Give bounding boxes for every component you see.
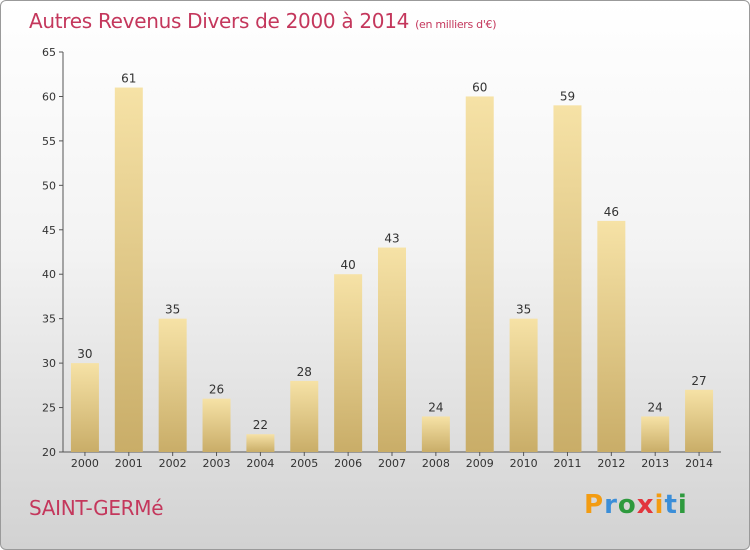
y-tick-label: 50 — [42, 179, 56, 192]
bar — [246, 434, 275, 452]
x-tick-label: 2002 — [159, 457, 187, 470]
bar — [378, 247, 406, 452]
y-tick-label: 65 — [42, 46, 56, 59]
data-labels: 30 61 35 26 22 28 40 43 24 60 35 59 46 24 27 — [77, 72, 706, 433]
bar — [114, 87, 143, 453]
bar — [597, 220, 626, 452]
brand-letter: i — [654, 490, 665, 520]
x-tick-label: 2009 — [466, 457, 494, 470]
brand-letter: P — [584, 490, 605, 520]
bar — [70, 363, 99, 452]
data-label: 22 — [253, 418, 268, 432]
data-label: 35 — [516, 303, 531, 317]
bar — [158, 318, 187, 452]
y-tick-label: 35 — [42, 313, 56, 326]
y-tick-label: 55 — [42, 135, 56, 148]
x-tick-label: 2014 — [685, 457, 713, 470]
x-tick-label: 2005 — [290, 457, 318, 470]
x-tick-label: 2000 — [71, 457, 99, 470]
y-tick-label: 45 — [42, 224, 56, 237]
bar — [509, 318, 538, 452]
brand-letter: o — [617, 490, 637, 520]
x-tick-label: 2012 — [597, 457, 625, 470]
bar — [685, 389, 714, 452]
bar — [290, 380, 319, 452]
data-label: 28 — [297, 365, 312, 379]
x-tick-label: 2008 — [422, 457, 450, 470]
chart-title: Autres Revenus Divers de 2000 à 2014 (en … — [29, 9, 497, 33]
bars — [70, 87, 714, 453]
brand-letter: i — [677, 490, 688, 520]
data-label: 59 — [560, 89, 575, 103]
data-label: 27 — [691, 374, 706, 388]
data-label: 35 — [165, 303, 180, 317]
title-text: Autres Revenus Divers de 2000 à 2014 — [29, 9, 410, 33]
bar — [465, 96, 494, 452]
bar — [641, 416, 670, 452]
data-label: 24 — [428, 400, 443, 414]
y-tick-label: 40 — [42, 268, 56, 281]
data-label: 40 — [340, 258, 355, 272]
title-unit: (en milliers d'€) — [415, 18, 497, 31]
data-label: 30 — [77, 347, 92, 361]
bar — [553, 105, 582, 452]
data-label: 61 — [121, 72, 136, 86]
data-label: 26 — [209, 383, 224, 397]
data-label: 60 — [472, 80, 487, 94]
brand-letter: r — [604, 490, 618, 520]
x-tick-label: 2010 — [510, 457, 538, 470]
brand-logo: Proxiti — [584, 490, 688, 520]
x-tick-label: 2006 — [334, 457, 362, 470]
data-label: 24 — [648, 400, 663, 414]
y-tick-label: 20 — [42, 446, 56, 459]
data-label: 46 — [604, 205, 619, 219]
place-name: SAINT-GERMé — [29, 496, 164, 520]
x-tick-label: 2013 — [641, 457, 669, 470]
brand-letter: x — [636, 490, 655, 520]
x-tick-label: 2011 — [553, 457, 581, 470]
x-tick-label: 2007 — [378, 457, 406, 470]
x-tick-label: 2004 — [246, 457, 274, 470]
bar — [334, 274, 363, 452]
bar — [202, 398, 231, 452]
brand-letter: t — [664, 490, 678, 520]
bar — [421, 416, 450, 452]
y-tick-label: 25 — [42, 402, 56, 415]
data-label: 43 — [384, 232, 399, 246]
x-tick-label: 2003 — [203, 457, 231, 470]
axes: 20 25 30 35 40 45 50 55 60 65 2000 2001 2002 2003 2004… — [42, 46, 721, 470]
y-tick-label: 30 — [42, 357, 56, 370]
y-tick-label: 60 — [42, 90, 56, 103]
x-tick-label: 2001 — [115, 457, 143, 470]
